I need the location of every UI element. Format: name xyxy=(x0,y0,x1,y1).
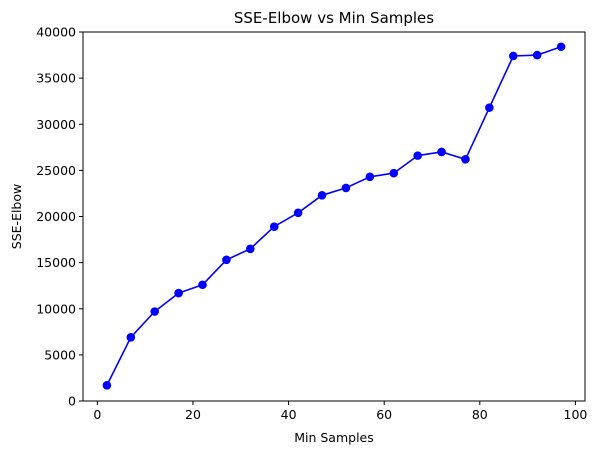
y-tick-label: 35000 xyxy=(36,71,76,86)
data-point xyxy=(389,168,399,178)
y-tick-label: 40000 xyxy=(36,25,76,40)
data-point xyxy=(126,333,136,342)
data-point xyxy=(317,190,327,200)
data-point xyxy=(508,51,518,61)
y-tick-label: 10000 xyxy=(36,301,76,316)
plot-frame xyxy=(82,31,586,402)
y-tick-label: 5000 xyxy=(44,347,76,362)
x-tick-label: 80 xyxy=(472,407,488,422)
y-tick-label: 0 xyxy=(68,394,76,409)
x-tick-label: 60 xyxy=(376,407,392,422)
data-point xyxy=(198,280,207,290)
y-tick-label: 20000 xyxy=(36,209,76,224)
y-axis-label: SSE-Elbow xyxy=(9,184,24,249)
data-point xyxy=(246,244,255,254)
x-tick-label: 0 xyxy=(93,407,101,422)
data-point xyxy=(174,288,183,298)
data-point xyxy=(365,172,375,182)
data-point xyxy=(293,208,303,218)
data-point xyxy=(341,183,351,193)
data-point xyxy=(532,50,542,60)
series-line xyxy=(106,46,562,386)
x-tick-label: 40 xyxy=(281,407,297,422)
data-point xyxy=(102,381,112,390)
data-point xyxy=(461,155,470,164)
x-tick-label: 20 xyxy=(185,407,201,422)
y-axis-ticks: 0 5000 10000 15000 20000 25000 30000 35000 40000 xyxy=(36,25,83,409)
x-tick-label: 100 xyxy=(564,407,588,422)
data-point xyxy=(269,222,279,231)
data-point xyxy=(556,42,566,52)
y-tick-label: 30000 xyxy=(36,117,76,132)
data-point xyxy=(485,103,494,112)
data-point xyxy=(437,147,446,157)
series-layer xyxy=(102,42,566,390)
data-point xyxy=(150,307,160,316)
y-tick-label: 15000 xyxy=(36,255,76,270)
data-point xyxy=(222,255,231,265)
x-axis-ticks: 0 20 40 60 80 100 xyxy=(93,401,587,422)
chart-title: SSE-Elbow vs Min Samples xyxy=(234,9,434,27)
data-point xyxy=(413,151,422,160)
x-axis-label: Min Samples xyxy=(294,430,374,445)
y-tick-label: 25000 xyxy=(36,163,76,178)
